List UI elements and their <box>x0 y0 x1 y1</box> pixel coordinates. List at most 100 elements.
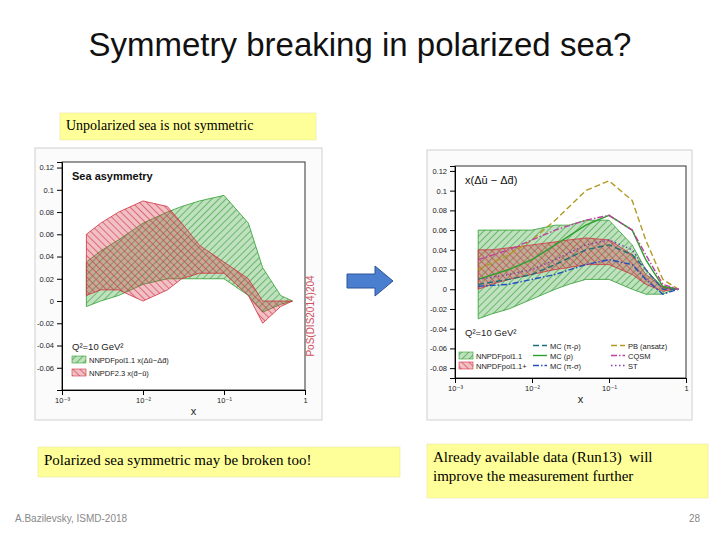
tick-label: 1 <box>303 396 307 405</box>
legend-swatch <box>72 356 86 363</box>
legend-swatch <box>611 345 625 346</box>
tick-mark <box>57 212 62 213</box>
tick-mark <box>57 301 62 302</box>
legend-swatch <box>72 369 86 376</box>
legend: NNPDFpol1.1 x(Δū−Δd̄)NNPDF2.3 x(d̄−ū) <box>72 356 169 378</box>
x-axis: 10⁻³ 10⁻² 10⁻¹ 1 <box>448 378 688 393</box>
footer: A.Bazilevsky, ISMD-2018 <box>15 513 128 524</box>
tick: 0.04 <box>39 252 62 261</box>
axis-line <box>57 163 63 391</box>
slide: Symmetry breaking in polarized sea? Unpol… <box>0 0 720 540</box>
x-axis-label: x <box>578 393 584 405</box>
tick: 0.02 <box>432 265 455 274</box>
tick-label: 10⁻³ <box>448 384 463 393</box>
tick-mark <box>57 168 62 169</box>
legend-label: MC (π-σ) <box>550 362 582 371</box>
slide-title: Symmetry breaking in polarized sea? <box>89 26 632 63</box>
tick-mark <box>450 309 455 310</box>
y-axis: -0.06 -0.04 -0.02 0 0.02 0.04 0.06 0.08 0.1 0.12 <box>37 163 63 391</box>
tick: 0 <box>443 285 455 294</box>
tick-mark <box>450 230 455 231</box>
tick: -0.04 <box>37 341 62 350</box>
tick: -0.02 <box>37 319 62 328</box>
text-box: Unpolarized sea is not symmetric <box>60 113 316 140</box>
chart: 10⁻³10⁻²10⁻¹1-0.08-0.06-0.04-0.0200.020.… <box>427 150 692 420</box>
tick-mark <box>57 346 62 347</box>
band <box>478 238 674 291</box>
tick-label: -0.06 <box>430 344 447 353</box>
tick: 10⁻² <box>525 378 540 393</box>
x-axis: 10⁻³10⁻²10⁻¹1 <box>55 390 307 405</box>
tick: 10⁻¹ <box>602 378 617 393</box>
tick-mark <box>450 289 455 290</box>
tick-mark <box>143 390 144 395</box>
tick: 10⁻³ <box>448 378 463 393</box>
text-box-line: Already available data (Run13) will <box>433 449 653 466</box>
axis-line <box>63 391 306 396</box>
text-box: Already available data (Run13) will impro… <box>427 444 708 498</box>
chart-title: Sea asymmetry <box>72 170 154 182</box>
chart: 10⁻³10⁻²10⁻¹1-0.06-0.04-0.0200.020.040.0… <box>35 148 322 420</box>
tick-label: -0.04 <box>430 325 447 334</box>
y-axis: -0.08-0.06-0.04-0.0200.020.040.060.080.1… <box>430 167 456 379</box>
annotation: Q²=10 GeV² <box>72 341 123 352</box>
legend-label: NNPDF2.3 x(d̄−ū) <box>89 369 149 378</box>
line <box>478 181 678 289</box>
tick-label: 0.02 <box>39 275 54 284</box>
text-box-line: improve the measurement further <box>433 468 633 484</box>
tick-label: 0 <box>443 285 447 294</box>
tick-mark <box>450 270 455 271</box>
tick: 0.1 <box>44 186 62 195</box>
tick-label: 10⁻² <box>525 384 540 393</box>
legend-swatch <box>533 345 547 346</box>
text-box-bg <box>60 113 316 140</box>
tick-mark <box>450 171 455 172</box>
legend-swatch <box>459 362 473 369</box>
chart-panel <box>427 150 692 420</box>
tick: 1 <box>303 390 307 405</box>
tick-label: 0.1 <box>437 187 447 196</box>
legend-swatch <box>533 365 547 366</box>
axis-line <box>456 379 687 384</box>
tick-label: 0.1 <box>44 186 54 195</box>
tick-label: 1 <box>684 384 688 393</box>
tick: 0 <box>50 297 62 306</box>
tick-label: -0.08 <box>430 364 447 373</box>
tick-mark <box>450 329 455 330</box>
tick: 0.1 <box>437 187 455 196</box>
tick: 0.12 <box>432 167 455 176</box>
tick-mark <box>450 348 455 349</box>
tick: 0.06 <box>39 230 62 239</box>
tick: 10⁻¹ <box>217 390 232 405</box>
marks <box>478 181 678 319</box>
tick: 10⁻² <box>136 390 151 405</box>
tick-mark <box>686 378 687 383</box>
legend: NNPDFpol1.1NNPDFpol1.1+MC (π-ρ)MC (ρ)MC … <box>459 342 668 371</box>
legend-label: NNPDFpol1.1+ <box>476 362 527 371</box>
legend-label: ST <box>628 362 638 371</box>
tick-label: -0.04 <box>37 341 54 350</box>
line <box>478 215 678 289</box>
x-axis-label: x <box>191 405 197 417</box>
tick-label: -0.02 <box>37 319 54 328</box>
tick-label: 0.08 <box>432 206 447 215</box>
tick-label: 0.08 <box>39 208 54 217</box>
tick-label: -0.06 <box>37 364 54 373</box>
tick: -0.06 <box>37 364 62 373</box>
line <box>478 240 678 289</box>
tick: 0.04 <box>432 246 455 255</box>
tick-mark <box>305 390 306 395</box>
tick: 0.02 <box>39 275 62 284</box>
tick: 0.12 <box>39 163 62 172</box>
tick-label: 0 <box>50 297 54 306</box>
tick-mark <box>57 257 62 258</box>
legend-label: NNPDFpol1.1 <box>476 352 522 361</box>
axis-line <box>450 167 456 379</box>
marks <box>86 195 292 323</box>
arrow <box>347 266 393 296</box>
legend-swatch <box>459 352 473 359</box>
tick-label: 0.12 <box>432 167 447 176</box>
plot-area <box>455 166 686 378</box>
tick: -0.04 <box>430 325 455 334</box>
line <box>478 215 678 289</box>
